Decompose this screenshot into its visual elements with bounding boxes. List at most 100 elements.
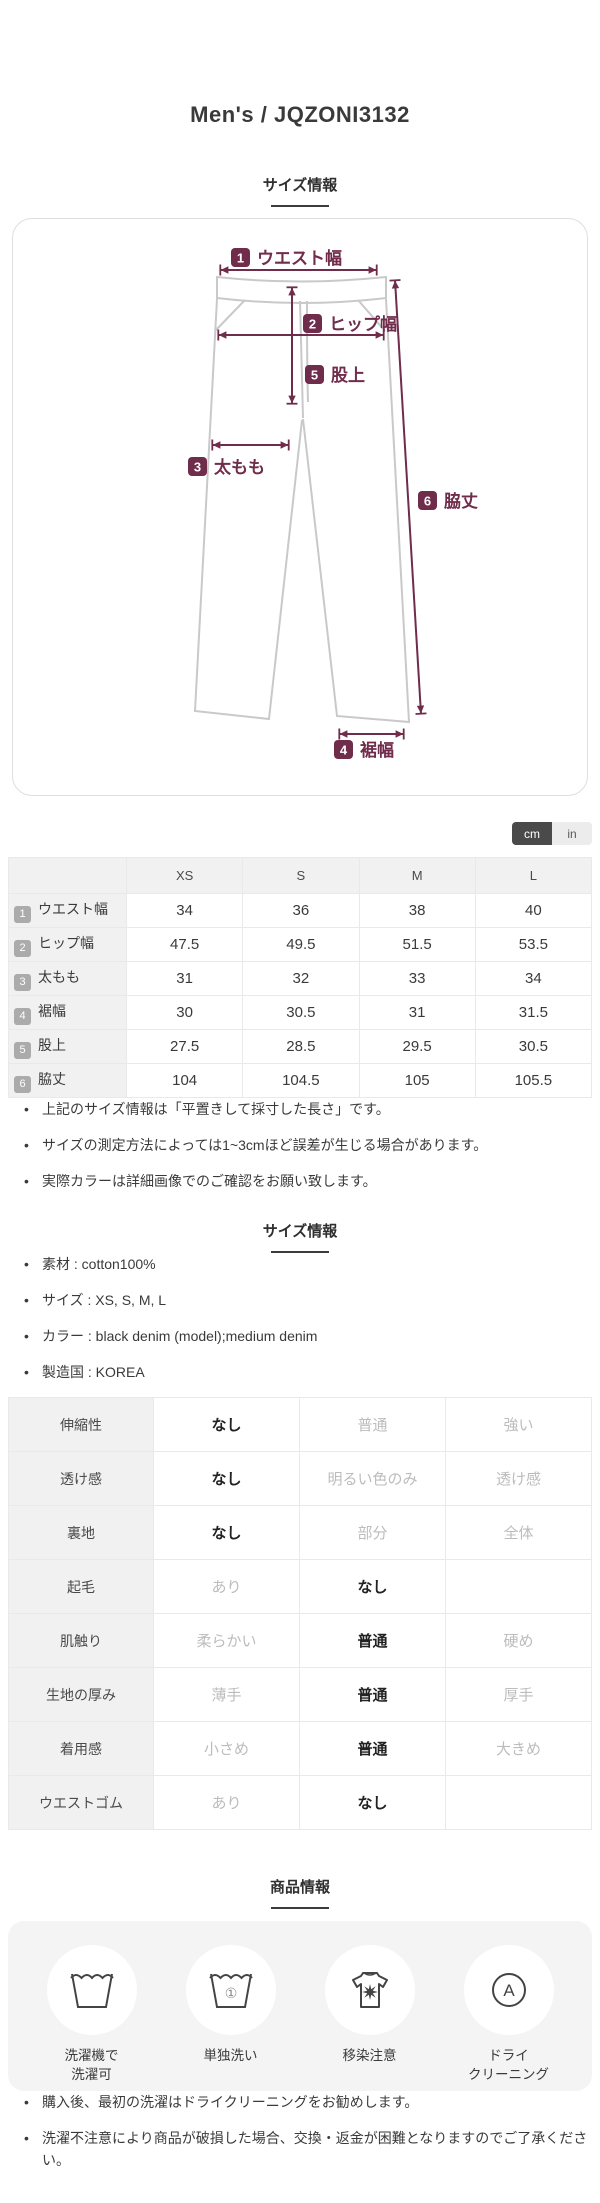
row-label-hip: 2 ヒップ幅	[8, 927, 127, 962]
care-notes-list: 購入後、最初の洗濯はドライクリーニングをお勧めします。 洗濯不注意により商品が破…	[0, 2091, 600, 2171]
unit-toggle: cm in	[512, 822, 592, 845]
cell-value: 40	[474, 893, 593, 928]
fabric-option: なし	[299, 1775, 446, 1830]
row-label-text: 脇丈	[38, 1070, 66, 1087]
cell-value: 38	[358, 893, 476, 928]
table-row: 1 ウエスト幅 34 36 38 40	[8, 893, 593, 928]
fabric-option: 普通	[299, 1667, 446, 1722]
fabric-properties-table: 伸縮性 なし 普通 強い 透け感 なし 明るい色のみ 透け感 裏地 なし 部分 …	[8, 1397, 592, 1830]
care-icon-circle: ①	[185, 1945, 276, 2035]
row-label-thigh: 3 太もも	[8, 961, 127, 996]
care-label: 単独洗い	[203, 2048, 258, 2063]
cell-value: 31.5	[474, 995, 593, 1030]
badge-6-num: 6	[424, 494, 431, 509]
row-badge: 6	[14, 1075, 31, 1093]
row-badge: 2	[14, 939, 31, 957]
fabric-option: 普通	[299, 1397, 446, 1452]
cell-value: 34	[474, 961, 593, 996]
care-item-color-transfer: 移染注意	[306, 1945, 434, 2065]
fabric-row-stretch: 伸縮性 なし 普通 強い	[8, 1397, 592, 1452]
cell-value: 33	[358, 961, 476, 996]
fabric-option: 薄手	[153, 1667, 300, 1722]
row-label-text: 股上	[38, 1036, 66, 1053]
cell-value: 36	[242, 893, 360, 928]
label-rise: 股上	[331, 366, 365, 385]
fabric-row-thickness: 生地の厚み 薄手 普通 厚手	[8, 1667, 592, 1722]
cell-value: 49.5	[242, 927, 360, 962]
fabric-option: 大きめ	[445, 1721, 592, 1776]
unit-toggle-in[interactable]: in	[552, 822, 592, 845]
cell-value: 104.5	[242, 1063, 360, 1098]
info-item-material: 素材 : cotton100%	[0, 1253, 600, 1275]
row-badge: 3	[14, 973, 31, 991]
fabric-option: なし	[153, 1451, 300, 1506]
wash-tub-icon	[69, 1973, 114, 2008]
row-label-text: 裾幅	[38, 1002, 66, 1019]
badge-2-num: 2	[309, 317, 316, 332]
fabric-row-lining: 裏地 なし 部分 全体	[8, 1505, 592, 1560]
badge-4-num: 4	[340, 743, 348, 758]
care-item-wash-separately: ① 単独洗い	[167, 1945, 295, 2065]
table-row: 3 太もも 31 32 33 34	[8, 961, 593, 996]
cell-value: 32	[242, 961, 360, 996]
product-section-heading-text: 商品情報	[269, 1879, 330, 1896]
row-label-waist: 1 ウエスト幅	[8, 893, 127, 928]
badge-5	[305, 365, 324, 384]
row-badge: 4	[14, 1007, 31, 1025]
table-row: 5 股上 27.5 28.5 29.5 30.5	[8, 1029, 593, 1064]
size-col-xs: XS	[125, 857, 244, 894]
cell-value: 104	[125, 1063, 244, 1098]
product-info-list: 素材 : cotton100% サイズ : XS, S, M, L カラー : …	[0, 1253, 600, 1383]
circled-one-glyph: ①	[224, 1985, 237, 2001]
fabric-row-sheerness: 透け感 なし 明るい色のみ 透け感	[8, 1451, 592, 1506]
wash-separately-icon: ①	[208, 1973, 253, 2008]
page-title: Men's / JQZONI3132	[190, 102, 410, 127]
row-label-rise: 5 股上	[8, 1029, 127, 1064]
cell-value: 27.5	[125, 1029, 244, 1064]
fabric-label: 透け感	[8, 1451, 154, 1506]
table-row: 2 ヒップ幅 47.5 49.5 51.5 53.5	[8, 927, 593, 962]
care-item-dry-cleaning: A ドライ クリーニング	[445, 1945, 573, 2084]
badge-1	[231, 248, 250, 267]
cell-value: 51.5	[358, 927, 476, 962]
measurement-lines	[211, 264, 427, 740]
fabric-option: 全体	[445, 1505, 592, 1560]
row-badge: 5	[14, 1041, 31, 1059]
fabric-row-waistband-elastic: ウエストゴム あり なし	[8, 1775, 592, 1830]
color-transfer-warning-icon	[351, 1972, 388, 2008]
cell-value: 105.5	[474, 1063, 593, 1098]
size-table-header-row: XS S M L	[8, 857, 593, 894]
fabric-option: 厚手	[445, 1667, 592, 1722]
badge-5-num: 5	[311, 368, 318, 383]
fabric-option: 部分	[299, 1505, 446, 1560]
row-label-text: ウエスト幅	[38, 900, 108, 917]
info-section-heading: サイズ情報	[0, 1222, 600, 1253]
cell-value: 30.5	[474, 1029, 593, 1064]
fabric-row-texture: 肌触り 柔らかい 普通 硬め	[8, 1613, 592, 1668]
care-note: 購入後、最初の洗濯はドライクリーニングをお勧めします。	[0, 2091, 600, 2113]
label-hip: ヒップ幅	[329, 314, 397, 334]
size-diagram-panel: 1 ウエスト幅 2 ヒップ幅 5 股上 3 太もも 6 脇丈 4 裾幅	[12, 218, 588, 796]
table-row: 4 裾幅 30 30.5 31 31.5	[8, 995, 593, 1030]
info-item-sizes: サイズ : XS, S, M, L	[0, 1289, 600, 1311]
care-icon-circle	[324, 1945, 415, 2035]
fabric-label: 生地の厚み	[8, 1667, 154, 1722]
label-side-length: 脇丈	[444, 491, 478, 511]
cell-value: 28.5	[242, 1029, 360, 1064]
heading-underline	[271, 205, 329, 207]
fabric-label: 起毛	[8, 1559, 154, 1614]
fabric-label: 肌触り	[8, 1613, 154, 1668]
product-section-heading: 商品情報	[0, 1878, 600, 1909]
care-instructions-panel: 洗濯機で 洗濯可 ① 単独洗い 移染注意	[8, 1921, 592, 2091]
care-item-machine-wash: 洗濯機で 洗濯可	[28, 1945, 156, 2084]
size-col-l: L	[474, 857, 593, 894]
unit-toggle-cm[interactable]: cm	[512, 822, 552, 845]
cell-value: 30	[125, 995, 244, 1030]
info-section-heading-text: サイズ情報	[262, 1223, 338, 1240]
fabric-option: 小さめ	[153, 1721, 300, 1776]
row-label-text: 太もも	[38, 968, 80, 985]
care-label: 洗濯機で 洗濯可	[64, 2048, 119, 2082]
care-icon-circle: A	[463, 1945, 554, 2035]
row-label-text: ヒップ幅	[38, 934, 94, 951]
badge-3-num: 3	[194, 460, 201, 475]
